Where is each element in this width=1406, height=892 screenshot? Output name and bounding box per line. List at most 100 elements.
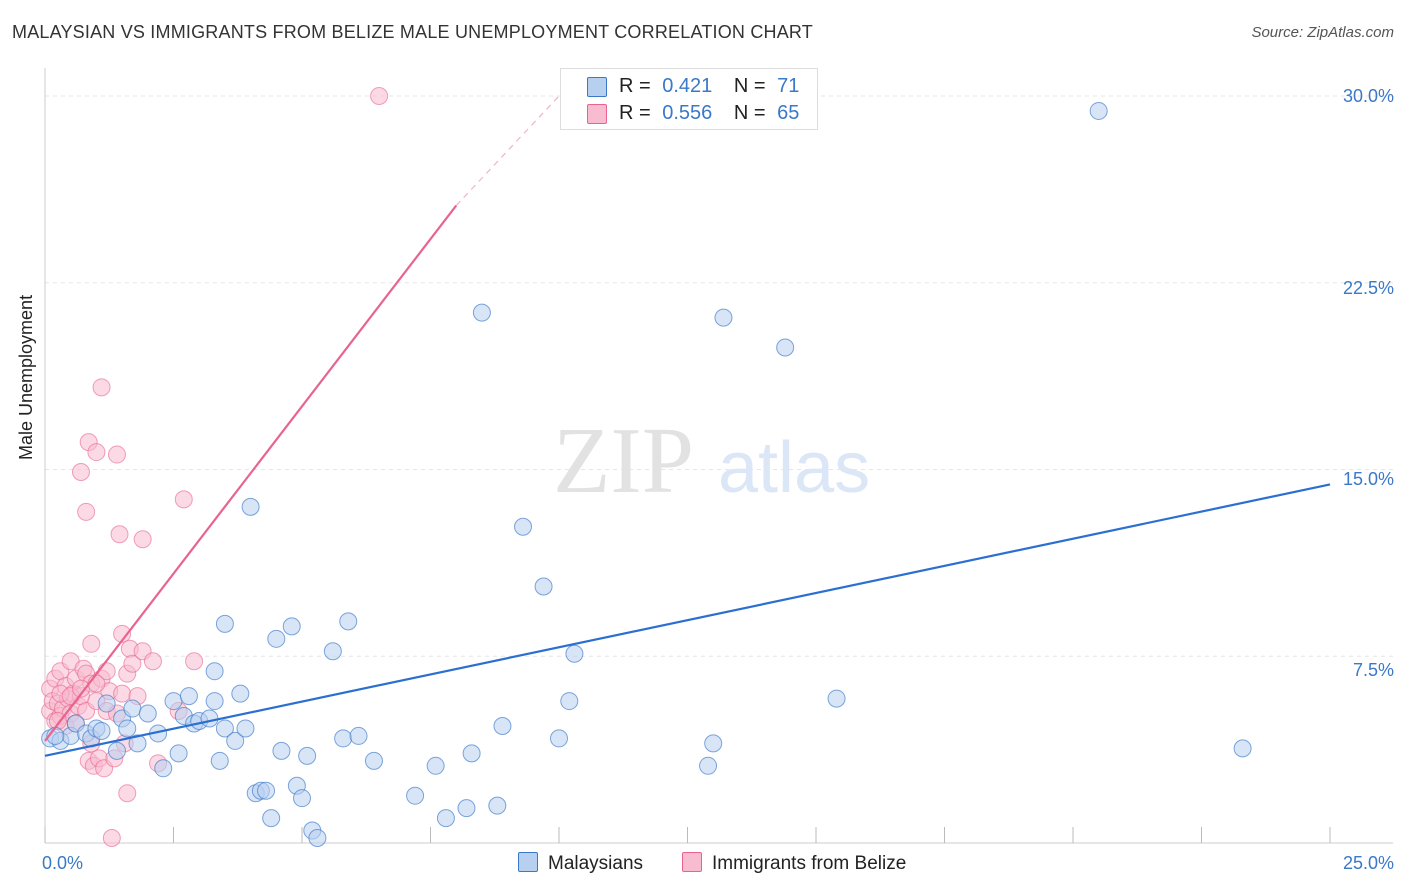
point-malaysians bbox=[565, 644, 584, 663]
point-malaysians bbox=[1089, 101, 1108, 120]
point-belize bbox=[71, 462, 90, 481]
point-malaysians bbox=[164, 692, 183, 711]
point-malaysians bbox=[231, 684, 250, 703]
point-belize bbox=[92, 378, 111, 397]
chart-source: Source: ZipAtlas.com bbox=[1251, 24, 1394, 41]
legend-label-belize: Immigrants from Belize bbox=[712, 853, 907, 874]
point-belize bbox=[143, 652, 162, 671]
r-value-malaysians: 0.421 bbox=[662, 75, 713, 97]
point-malaysians bbox=[699, 756, 718, 775]
gridlines bbox=[45, 95, 1393, 657]
point-malaysians bbox=[205, 692, 224, 711]
point-belize bbox=[87, 443, 106, 462]
point-malaysians bbox=[308, 829, 327, 848]
point-malaysians bbox=[349, 726, 368, 745]
x-tick-label-min: 0.0% bbox=[42, 853, 84, 873]
y-tick-label-22-5: 22.5% bbox=[1342, 278, 1394, 298]
point-malaysians bbox=[323, 642, 342, 661]
point-malaysians bbox=[827, 689, 846, 708]
n-value-malaysians: 71 bbox=[777, 75, 800, 97]
point-malaysians bbox=[1233, 739, 1252, 758]
point-malaysians bbox=[462, 744, 481, 763]
point-malaysians bbox=[406, 786, 425, 805]
n-label: N = bbox=[733, 102, 766, 124]
point-malaysians bbox=[550, 729, 568, 748]
series-malaysians-points bbox=[41, 101, 1252, 848]
point-belize bbox=[123, 654, 142, 673]
point-malaysians bbox=[215, 719, 234, 738]
point-malaysians bbox=[123, 699, 142, 718]
point-malaysians bbox=[118, 719, 137, 738]
point-malaysians bbox=[107, 741, 126, 760]
point-malaysians bbox=[282, 617, 301, 636]
trend-lines bbox=[44, 95, 1331, 757]
trend-line-belize bbox=[44, 204, 458, 742]
point-malaysians bbox=[215, 614, 234, 633]
legend-row-malaysians: R = 0.421 N = 71 bbox=[619, 75, 799, 98]
point-malaysians bbox=[457, 799, 476, 818]
point-malaysians bbox=[92, 721, 111, 740]
legend-swatch-malaysians bbox=[518, 852, 538, 872]
legend-item-malaysians[interactable]: Malaysians bbox=[518, 852, 643, 875]
point-malaysians bbox=[257, 781, 276, 800]
point-malaysians bbox=[226, 731, 245, 750]
watermark-atlas: atlas bbox=[718, 428, 870, 508]
point-malaysians bbox=[154, 759, 173, 778]
point-malaysians bbox=[205, 662, 224, 681]
point-malaysians bbox=[426, 756, 445, 775]
y-tick-label-7-5: 7.5% bbox=[1352, 660, 1394, 680]
trend-line-malaysians bbox=[44, 483, 1331, 757]
point-belize bbox=[82, 634, 101, 653]
legend-swatch-blue bbox=[587, 77, 607, 97]
point-malaysians bbox=[472, 303, 491, 322]
point-malaysians bbox=[97, 694, 116, 713]
r-label: R = bbox=[619, 75, 651, 97]
point-malaysians bbox=[236, 719, 255, 738]
point-belize bbox=[77, 502, 96, 521]
legend-item-belize[interactable]: Immigrants from Belize bbox=[682, 852, 906, 875]
point-belize bbox=[113, 624, 132, 643]
point-belize bbox=[174, 490, 193, 509]
point-malaysians bbox=[179, 687, 198, 706]
point-belize bbox=[87, 674, 106, 693]
legend-label-malaysians: Malaysians bbox=[548, 853, 644, 874]
y-axis-label: Male Unemployment bbox=[16, 294, 36, 460]
trend-line-belize-extension bbox=[455, 95, 560, 206]
point-belize bbox=[113, 684, 132, 703]
point-malaysians bbox=[488, 796, 507, 815]
r-label: R = bbox=[619, 102, 651, 124]
point-malaysians bbox=[339, 612, 358, 631]
watermark-zip: ZIP bbox=[553, 409, 694, 513]
chart-title: MALAYSIAN VS IMMIGRANTS FROM BELIZE MALE… bbox=[12, 22, 813, 42]
point-malaysians bbox=[334, 729, 353, 748]
point-malaysians bbox=[714, 308, 733, 327]
point-malaysians bbox=[138, 704, 157, 723]
point-malaysians bbox=[169, 744, 188, 763]
point-malaysians bbox=[272, 741, 291, 760]
point-malaysians bbox=[704, 734, 723, 753]
point-malaysians bbox=[267, 629, 286, 648]
point-belize bbox=[370, 87, 389, 105]
point-malaysians bbox=[128, 734, 147, 753]
point-malaysians bbox=[514, 517, 533, 536]
point-belize bbox=[102, 829, 121, 848]
point-malaysians bbox=[776, 338, 795, 357]
n-value-belize: 65 bbox=[777, 102, 800, 124]
point-malaysians bbox=[293, 789, 311, 808]
point-malaysians bbox=[241, 497, 260, 516]
legend-swatch-belize bbox=[682, 852, 702, 872]
n-label: N = bbox=[733, 75, 766, 97]
point-malaysians bbox=[210, 751, 229, 770]
point-belize bbox=[185, 652, 204, 671]
point-malaysians bbox=[493, 716, 512, 735]
point-malaysians bbox=[298, 746, 317, 765]
point-belize bbox=[107, 445, 126, 464]
point-malaysians bbox=[262, 809, 281, 828]
point-malaysians bbox=[200, 709, 219, 728]
point-malaysians bbox=[534, 577, 553, 596]
point-belize bbox=[133, 530, 152, 549]
x-tick-label-max: 25.0% bbox=[1342, 853, 1394, 873]
legend-row-belize: R = 0.556 N = 65 bbox=[619, 102, 799, 125]
point-malaysians bbox=[560, 692, 579, 711]
